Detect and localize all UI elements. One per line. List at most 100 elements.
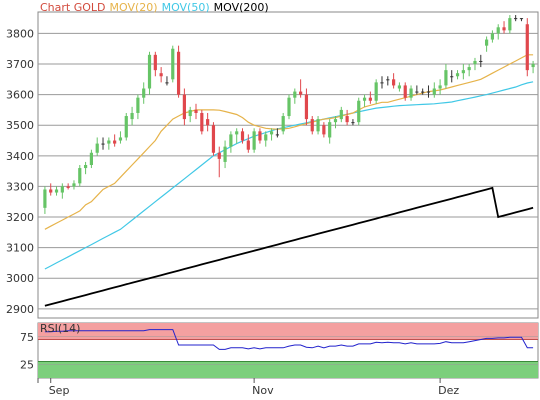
candle-body	[258, 131, 262, 141]
y-tick-label-3000: 3000	[6, 272, 34, 285]
rsi-line	[44, 329, 534, 350]
candle-body	[345, 116, 349, 123]
y-tick-label-3400: 3400	[6, 150, 34, 163]
candle-body	[171, 48, 175, 80]
rsi-y-tick-label-75: 75	[20, 331, 34, 344]
candle-body	[403, 85, 407, 98]
legend-item-1: MOV(20)	[110, 1, 158, 14]
candle-body	[322, 125, 326, 135]
candle-body	[101, 143, 105, 145]
candle-body	[200, 112, 204, 132]
candle-body	[113, 140, 117, 144]
y-tick-label-3500: 3500	[6, 119, 34, 132]
candle-body	[130, 112, 134, 120]
mov20-line	[44, 54, 534, 230]
legend-item-0: Chart GOLD	[40, 1, 106, 14]
candle-body	[165, 82, 169, 84]
y-tick-label-3200: 3200	[6, 211, 34, 224]
candle-body	[43, 189, 47, 208]
candle-body	[107, 140, 111, 144]
candle-body	[235, 131, 239, 135]
candle-body	[519, 18, 524, 20]
candle-body	[432, 88, 436, 95]
candle-body	[95, 143, 99, 153]
candle-body	[188, 109, 192, 117]
candle-body	[49, 189, 53, 193]
candle-body	[333, 119, 338, 123]
candle-body	[287, 97, 291, 117]
candle-body	[136, 97, 140, 113]
candle-body	[467, 67, 471, 71]
y-tick-label-3100: 3100	[6, 242, 34, 255]
candle-body	[362, 97, 367, 101]
candle-body	[374, 82, 378, 101]
mov200-line	[44, 186, 534, 307]
candle-body	[328, 122, 332, 138]
candle-body	[252, 131, 256, 150]
candle-body	[531, 64, 535, 68]
candle-body	[54, 189, 59, 193]
legend-item-3: MOV(200)	[214, 1, 269, 14]
legend-item-2: MOV(50)	[162, 1, 210, 14]
candle-body	[485, 39, 489, 46]
candle-body	[281, 116, 285, 132]
y-tick-label-3700: 3700	[6, 58, 34, 71]
candle-body	[304, 94, 309, 120]
candle-body	[368, 97, 372, 101]
candle-body	[409, 88, 413, 98]
candle-body	[176, 51, 181, 95]
rsi-title: RSI(14)	[40, 322, 80, 335]
candle-body	[194, 109, 198, 113]
candle-body	[153, 54, 157, 71]
candle-body	[66, 186, 70, 188]
candle-body	[444, 70, 448, 86]
candle-body	[217, 152, 221, 159]
candle-body	[502, 27, 506, 31]
candle-body	[316, 119, 320, 132]
candle-body	[124, 116, 128, 138]
candle-body	[229, 134, 233, 147]
candle-body	[473, 60, 477, 65]
candle-body	[426, 91, 431, 93]
candle-body	[310, 119, 314, 132]
candle-body	[514, 18, 518, 20]
candle-body	[496, 27, 500, 34]
candle-body	[211, 125, 216, 153]
x-tick-label-2: Dez	[438, 384, 459, 397]
candle-body	[159, 73, 163, 77]
candle-body	[386, 79, 390, 81]
candle-body	[299, 91, 303, 95]
candle-body	[240, 131, 245, 141]
candle-body	[421, 91, 425, 93]
candle-body	[206, 119, 210, 126]
candle-body	[118, 137, 123, 141]
candle-body	[508, 18, 512, 31]
candle-body	[89, 152, 93, 165]
candle-body	[269, 131, 274, 135]
candle-body	[351, 122, 355, 124]
rsi-y-tick-label-25: 25	[20, 358, 34, 371]
candle-body	[438, 85, 442, 89]
y-tick-label-3600: 3600	[6, 89, 34, 102]
candle-body	[182, 94, 186, 120]
candle-body	[525, 24, 529, 71]
candle-body	[142, 88, 146, 98]
rsi-oversold-zone	[38, 361, 538, 378]
candle-body	[293, 91, 297, 98]
candle-body	[415, 91, 419, 93]
candle-body	[264, 134, 268, 141]
candle-body	[461, 70, 465, 74]
candle-body	[392, 79, 396, 86]
candle-body	[490, 33, 495, 40]
y-tick-label-3800: 3800	[6, 27, 34, 40]
candle-body	[72, 183, 76, 187]
x-tick-label-1: Nov	[252, 384, 274, 397]
candle-body	[83, 165, 88, 169]
candle-body	[450, 76, 454, 78]
candle-body	[147, 54, 152, 89]
main-panel-frame	[37, 11, 539, 319]
candle-body	[339, 109, 343, 120]
candle-body	[78, 168, 82, 184]
